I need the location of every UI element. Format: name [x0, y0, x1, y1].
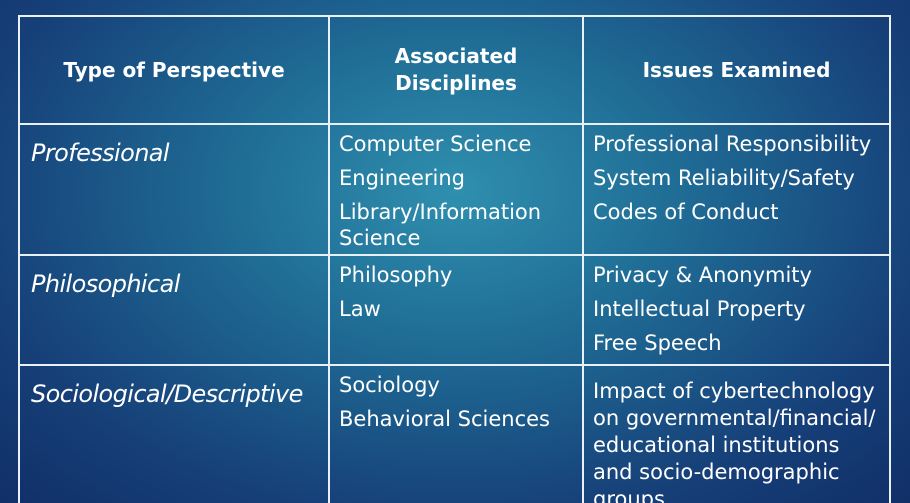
discipline-item: Computer Science	[339, 132, 532, 156]
issue-item: Privacy & Anonymity	[593, 263, 812, 287]
discipline-item: Behavioral Sciences	[339, 407, 550, 431]
issue-item: Professional Responsibility	[593, 132, 872, 156]
header-type-of-perspective: Type of Perspective	[18, 15, 330, 125]
disciplines-cell: Philosophy Law	[328, 254, 584, 366]
table-row: Professional Computer Science Engineerin…	[18, 123, 891, 256]
header-issues-examined: Issues Examined	[582, 15, 891, 125]
disciplines-cell: Sociology Behavioral Sciences	[328, 364, 584, 503]
perspective-cell: Sociological/Descriptive	[18, 364, 330, 503]
discipline-item: Sociology	[339, 373, 440, 397]
issues-cell: Professional Responsibility System Relia…	[582, 123, 891, 256]
issue-item: System Reliability/Safety	[593, 166, 855, 190]
issue-item: Intellectual Property	[593, 297, 806, 321]
issues-cell: Impact of cybertechnology on governmenta…	[582, 364, 891, 503]
issue-item: Free Speech	[593, 331, 722, 355]
issue-item: Codes of Conduct	[593, 200, 779, 224]
header-associated-disciplines: Associated Disciplines	[328, 15, 584, 125]
discipline-item: Law	[339, 297, 381, 321]
discipline-item: Library/Information Science	[339, 200, 542, 250]
disciplines-cell: Computer Science Engineering Library/Inf…	[328, 123, 584, 256]
issues-cell: Privacy & Anonymity Intellectual Propert…	[582, 254, 891, 366]
perspective-cell: Philosophical	[18, 254, 330, 366]
discipline-item: Engineering	[339, 166, 465, 190]
table-row: Sociological/Descriptive Sociology Behav…	[18, 364, 891, 503]
issue-item: Impact of cybertechnology on governmenta…	[593, 379, 876, 503]
table-row: Philosophical Philosophy Law Privacy & A…	[18, 254, 891, 366]
perspectives-table: Type of Perspective Associated Disciplin…	[18, 15, 891, 503]
table-header-row: Type of Perspective Associated Disciplin…	[18, 15, 891, 125]
perspective-cell: Professional	[18, 123, 330, 256]
discipline-item: Philosophy	[339, 263, 453, 287]
